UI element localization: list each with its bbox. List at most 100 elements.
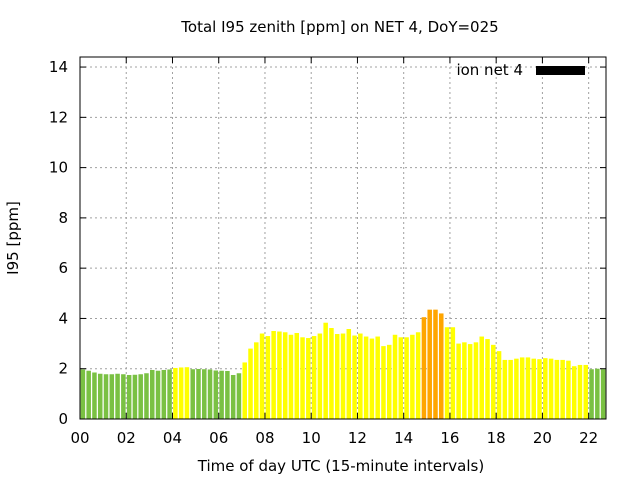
bar xyxy=(502,359,508,419)
grid xyxy=(80,57,606,419)
bar xyxy=(508,359,513,419)
x-tick-label: 06 xyxy=(209,429,228,447)
bar xyxy=(456,343,461,419)
bar xyxy=(392,334,398,419)
bar xyxy=(427,309,432,419)
y-axis-tick-labels: 0 2 4 6 8 10 12 14 xyxy=(49,58,68,428)
bar xyxy=(548,358,554,419)
x-tick-label: 20 xyxy=(533,429,552,447)
bar xyxy=(271,331,276,419)
x-tick-label: 12 xyxy=(348,429,367,447)
bar xyxy=(329,328,334,419)
bar xyxy=(433,309,438,419)
x-tick-label: 16 xyxy=(440,429,459,447)
bar xyxy=(178,367,184,419)
bar xyxy=(386,344,392,419)
x-axis-label: Time of day UTC (15-minute intervals) xyxy=(197,457,484,475)
bar xyxy=(479,336,484,419)
bar xyxy=(398,337,404,419)
bar xyxy=(236,373,242,419)
bar xyxy=(282,332,288,419)
bar xyxy=(121,374,126,419)
bar xyxy=(595,368,600,419)
bar xyxy=(496,351,502,420)
bar xyxy=(230,375,236,419)
bar xyxy=(543,358,548,419)
bar xyxy=(225,370,230,419)
bar xyxy=(519,357,525,419)
bar xyxy=(277,331,282,419)
x-tick-label: 18 xyxy=(487,429,506,447)
bar xyxy=(340,333,346,419)
bar xyxy=(381,346,386,419)
bar xyxy=(92,372,97,419)
bar xyxy=(144,373,149,419)
legend-swatch xyxy=(536,66,585,75)
x-axis-tick-labels: 00 02 04 06 08 10 12 14 16 18 20 22 xyxy=(70,429,598,447)
bar xyxy=(80,369,86,419)
bar xyxy=(109,374,115,419)
bar xyxy=(167,369,172,419)
x-tick-label: 04 xyxy=(163,429,182,447)
y-axis-label: I95 [ppm] xyxy=(4,201,22,275)
bar xyxy=(202,369,207,419)
legend: ion net 4 xyxy=(456,61,585,79)
bar xyxy=(566,360,571,419)
y-tick-label: 0 xyxy=(58,410,68,428)
x-tick-label: 08 xyxy=(255,429,274,447)
bar xyxy=(190,369,195,419)
bar xyxy=(300,337,305,419)
y-tick-label: 10 xyxy=(49,159,68,177)
bar xyxy=(86,370,91,419)
x-tick-label: 00 xyxy=(70,429,89,447)
bar xyxy=(150,369,155,419)
x-tick-label: 10 xyxy=(302,429,321,447)
bar xyxy=(404,337,409,419)
bar xyxy=(537,359,542,419)
bar xyxy=(132,374,138,419)
bar-series xyxy=(80,309,606,420)
bar xyxy=(161,369,167,419)
bar xyxy=(219,370,224,419)
bar xyxy=(473,342,479,419)
bar xyxy=(288,334,294,419)
bar xyxy=(375,336,380,419)
bar xyxy=(155,370,161,419)
bar xyxy=(265,336,271,419)
bar xyxy=(491,344,496,419)
y-tick-label: 8 xyxy=(58,209,68,227)
bar xyxy=(294,333,300,419)
bar xyxy=(311,336,317,419)
bar xyxy=(467,344,473,419)
bar xyxy=(115,373,120,419)
bar xyxy=(560,359,565,419)
bar xyxy=(444,327,450,419)
bar xyxy=(462,342,467,419)
axis-ticks xyxy=(79,57,606,420)
y-tick-label: 14 xyxy=(49,58,68,76)
bar xyxy=(485,339,490,419)
bar xyxy=(600,369,606,419)
bar xyxy=(352,335,357,419)
bar xyxy=(207,369,213,419)
bar xyxy=(554,359,560,419)
plot-frame xyxy=(79,56,607,420)
bar xyxy=(173,367,178,419)
bar xyxy=(323,322,328,419)
bar xyxy=(103,374,109,419)
bar xyxy=(363,336,369,419)
bar xyxy=(410,334,415,419)
bar xyxy=(369,338,375,419)
y-tick-label: 12 xyxy=(49,108,68,126)
legend-label: ion net 4 xyxy=(456,61,523,79)
bar xyxy=(514,358,519,419)
bar xyxy=(577,364,583,419)
bar xyxy=(439,313,444,419)
bar xyxy=(306,338,311,419)
y-tick-label: 4 xyxy=(58,309,68,327)
bar xyxy=(184,367,190,419)
bar xyxy=(571,366,577,419)
bar xyxy=(97,373,103,419)
bar xyxy=(138,374,143,419)
y-tick-label: 2 xyxy=(58,360,68,378)
